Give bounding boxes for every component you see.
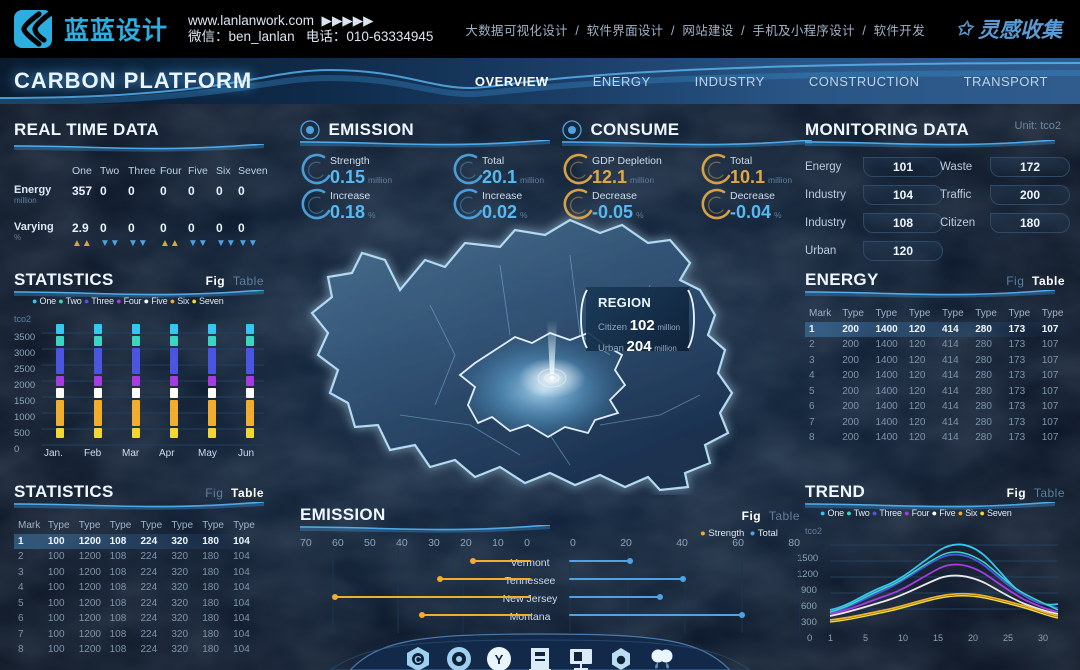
- svg-text:C: C: [414, 655, 421, 666]
- svg-text:Y: Y: [495, 652, 504, 667]
